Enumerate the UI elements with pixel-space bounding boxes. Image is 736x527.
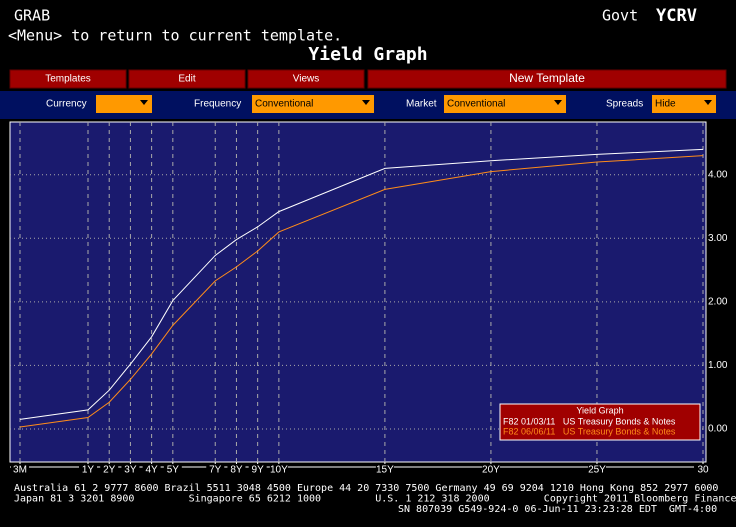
dropdown-arrow [554, 100, 562, 105]
dropdown[interactable] [444, 95, 566, 113]
x-tick-label: 4Y [146, 465, 159, 476]
x-tick-bg [100, 464, 119, 476]
dropdown[interactable] [252, 95, 374, 113]
x-tick-label: 15Y [376, 465, 394, 476]
menu-button[interactable] [367, 69, 727, 89]
x-tick-label: 20Y [482, 465, 500, 476]
prompt: <Menu> to return to current template. [8, 27, 342, 45]
x-tick-bg [79, 464, 97, 476]
x-tick-bg [11, 464, 29, 476]
x-tick-label: 25Y [588, 465, 606, 476]
dropdown-value[interactable]: Conventional [255, 99, 313, 110]
x-tick-bg [269, 464, 288, 476]
control-label: Currency [46, 99, 87, 110]
x-tick-bg [142, 464, 161, 476]
x-tick-bg [163, 464, 182, 476]
x-tick-label: 30 [697, 465, 709, 476]
dropdown[interactable] [96, 95, 152, 113]
menu-button[interactable] [128, 69, 246, 89]
series-line [19, 148, 704, 420]
x-tick-label: 3Y [124, 465, 137, 476]
x-tick-label: 8Y [230, 465, 243, 476]
menu-label[interactable]: Edit [178, 74, 195, 85]
menu-button[interactable] [247, 69, 365, 89]
y-tick-label: 1.00 [708, 360, 728, 371]
dropdown-value[interactable]: Hide [655, 99, 676, 110]
sector: Govt [602, 7, 638, 25]
x-tick-label: 3M [13, 465, 27, 476]
x-tick-bg [375, 464, 394, 476]
function: YCRV [656, 6, 697, 26]
series-line [19, 155, 704, 428]
dropdown-value[interactable]: Conventional [447, 99, 505, 110]
x-tick-label: 5Y [167, 465, 180, 476]
x-tick-label: 7Y [209, 465, 222, 476]
x-tick-label: 10Y [270, 465, 288, 476]
control-label: Frequency [194, 99, 241, 110]
menu-label[interactable]: New Template [509, 71, 585, 85]
y-tick-label: 2.00 [708, 296, 728, 307]
legend-entry: F82 01/03/11 US Treasury Bonds & Notes [503, 416, 676, 426]
dropdown-arrow [704, 100, 712, 105]
y-tick-label: 4.00 [708, 169, 728, 180]
x-tick-bg [694, 464, 712, 476]
y-tick-label: 0.00 [708, 424, 728, 435]
menu-button[interactable] [9, 69, 127, 89]
control-label: Spreads [606, 99, 643, 110]
x-tick-bg [481, 464, 500, 476]
dropdown[interactable] [652, 95, 716, 113]
footer-line: SN 807039 G549-924-0 06-Jun-11 23:23:28 … [398, 504, 717, 515]
page-title: Yield Graph [308, 44, 427, 65]
x-tick-label: 9Y [252, 465, 265, 476]
x-tick-bg [206, 464, 225, 476]
footer-line: Australia 61 2 9777 8600 Brazil 5511 304… [14, 483, 718, 494]
menu-label[interactable]: Templates [45, 74, 91, 85]
function-code: GRAB [14, 7, 50, 25]
dropdown-arrow [140, 100, 148, 105]
x-tick-bg [121, 464, 140, 476]
x-tick-label: 1Y [82, 465, 95, 476]
x-tick-label: 2Y [103, 465, 116, 476]
footer-line: Japan 81 3 3201 8900 Singapore 65 6212 1… [14, 494, 736, 505]
dropdown-arrow [362, 100, 370, 105]
x-tick-bg [248, 464, 267, 476]
y-tick-label: 3.00 [708, 233, 728, 244]
menu-label[interactable]: Views [293, 74, 320, 85]
x-tick-bg [587, 464, 606, 476]
control-label: Market [406, 99, 437, 110]
legend-title: Yield Graph [576, 405, 623, 415]
x-tick-bg [227, 464, 246, 476]
legend [499, 403, 701, 441]
legend-entry: F82 06/06/11 US Treasury Bonds & Notes [503, 426, 676, 436]
